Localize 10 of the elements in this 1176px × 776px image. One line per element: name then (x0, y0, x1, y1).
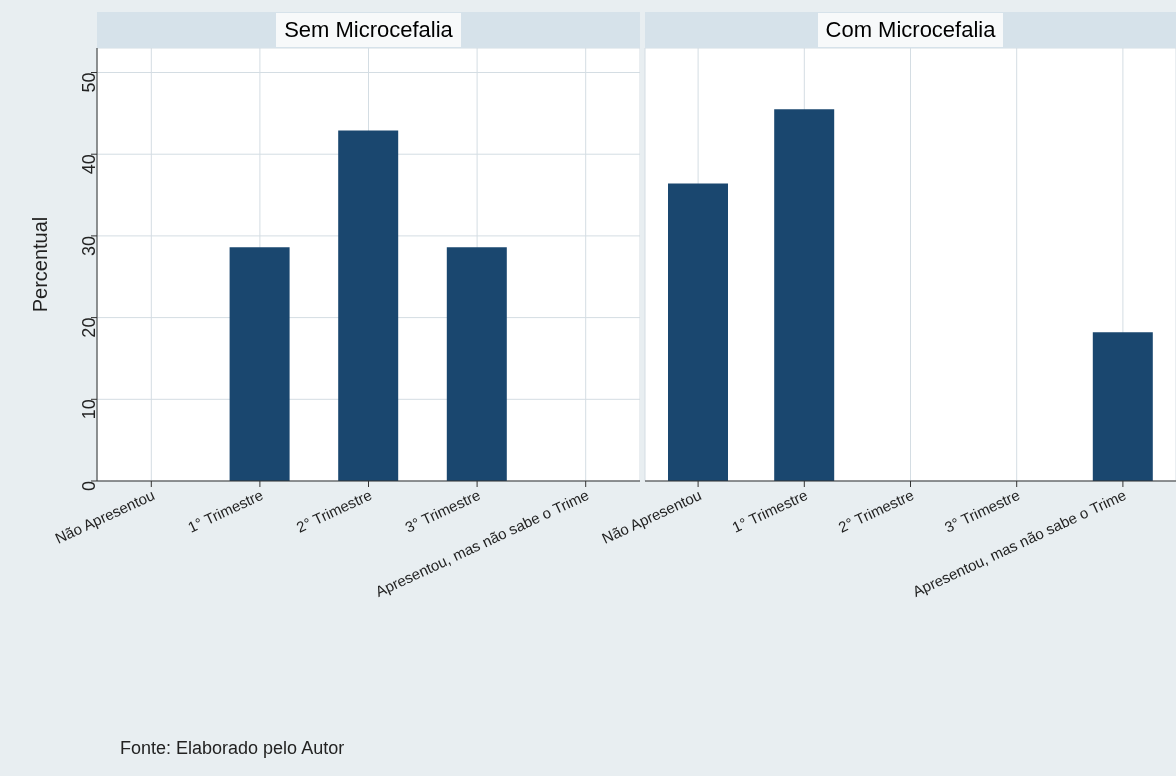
source-note: Fonte: Elaborado pelo Autor (120, 738, 345, 759)
chart-title: Com Microcefalia (817, 13, 1004, 47)
chart-title: Sem Microcefalia (276, 13, 461, 47)
y-tick-label: 50 (79, 72, 100, 93)
y-tick-label: 10 (79, 399, 100, 420)
y-tick-label: 30 (79, 235, 100, 256)
y-tick-label: 0 (79, 481, 100, 492)
y-tick-label: 40 (79, 154, 100, 175)
y-tick-label: 20 (79, 317, 100, 338)
y-axis-title: Percentual (29, 216, 52, 313)
